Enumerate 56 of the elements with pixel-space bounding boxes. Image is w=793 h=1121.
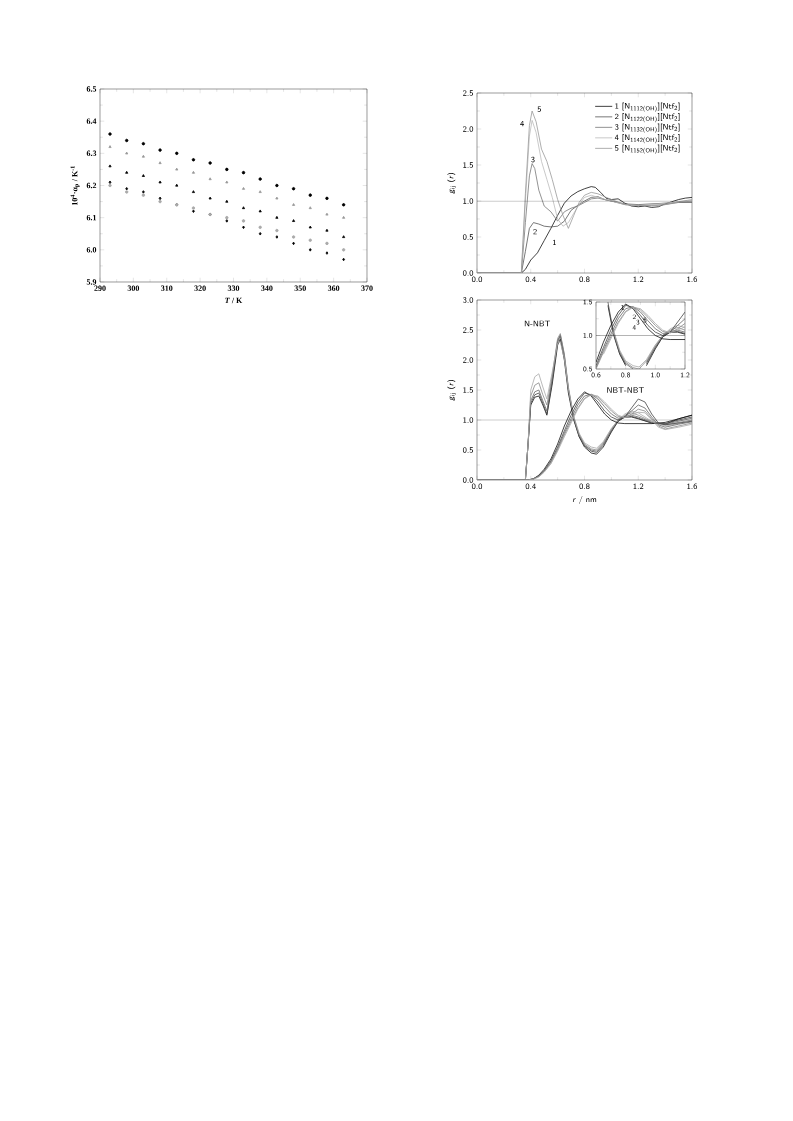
annotation: 2 xyxy=(533,228,537,235)
y-tick-label: 5.9 xyxy=(86,279,97,285)
x-tick-label: 1.2 xyxy=(633,483,644,489)
y-tick-label: 2.5 xyxy=(462,90,474,96)
y-tick-label: 0.5 xyxy=(462,447,474,453)
y-tick-label: 1.0 xyxy=(463,417,474,423)
x-tick-label: 0.4 xyxy=(525,483,536,490)
y-tick-label: 2.5 xyxy=(462,327,474,333)
x-tick-label: 310 xyxy=(161,285,173,291)
y-tick-label: 3.0 xyxy=(462,297,474,303)
x-axis-title: r / nm xyxy=(572,495,597,504)
y-tick-label: 6.4 xyxy=(86,118,97,124)
y-tick-label: 6.3 xyxy=(86,150,97,157)
annotation: N-NBT xyxy=(524,320,551,327)
x-tick-label: 1.2 xyxy=(633,276,644,282)
y-tick-label: 0.0 xyxy=(462,477,474,483)
y-tick-label: 6.5 xyxy=(86,86,97,92)
y-tick-label: 1.0 xyxy=(463,198,474,204)
x-tick-label: 0.8 xyxy=(579,276,590,283)
y-tick-label: 6.0 xyxy=(86,247,97,253)
legend-label: 1 [N$_{1112(OH)}$][Ntf$_{2}$] xyxy=(615,102,680,112)
x-axis-title: T / K xyxy=(225,297,243,304)
x-tick-label: 290 xyxy=(94,285,106,291)
x-tick-label: 370 xyxy=(361,285,373,291)
y-axis-title: g$_{ij}$ (r) xyxy=(447,379,456,401)
y-tick-label: 1.5 xyxy=(463,162,474,168)
annotation: 1 xyxy=(553,239,556,246)
x-tick-label: 330 xyxy=(227,285,240,291)
legend-label: 2 [N$_{1122(OH)}$][Ntf$_{2}$] xyxy=(614,113,680,123)
x-tick-label: 340 xyxy=(261,285,273,291)
legend-label: 3 [N$_{1132(OH)}$][Ntf$_{2}$] xyxy=(614,123,680,133)
x-tick-label: 0.0 xyxy=(471,276,483,283)
x-tick-label: 320 xyxy=(194,285,206,291)
x-tick-label: 350 xyxy=(294,285,306,291)
y-axis-title: 10$^{4}$·α$_{p}$ / K$^{-1}$ xyxy=(70,166,80,206)
annotation: 5 xyxy=(537,106,542,112)
y-tick-label: 6.1 xyxy=(86,214,97,221)
y-axis-title: g$_{ij}$ (r) xyxy=(447,172,456,194)
legend-label: 4 [N$_{1142(OH)}$][Ntf$_{2}$] xyxy=(614,134,680,144)
annotation: 4 xyxy=(520,120,525,127)
y-tick-label: 2.0 xyxy=(462,126,474,132)
x-tick-label: 1.6 xyxy=(687,483,698,490)
x-tick-label: 0.0 xyxy=(471,483,483,490)
y-tick-label: 1.5 xyxy=(463,387,474,393)
x-tick-label: 360 xyxy=(327,285,340,291)
y-tick-label: 6.2 xyxy=(86,182,97,189)
annotation: NBT-NBT xyxy=(607,387,644,393)
x-tick-label: 0.4 xyxy=(525,276,536,283)
annotation: 3 xyxy=(531,156,535,163)
x-tick-label: 300 xyxy=(127,285,140,291)
x-tick-label: 1.6 xyxy=(687,276,698,283)
y-tick-label: 0.0 xyxy=(462,270,474,276)
y-tick-label: 0.5 xyxy=(462,234,474,240)
y-tick-label: 2.0 xyxy=(462,357,474,363)
x-tick-label: 0.8 xyxy=(579,483,590,490)
legend-label: 5 [N$_{1152(OH)}$][Ntf$_{2}$] xyxy=(614,144,680,154)
